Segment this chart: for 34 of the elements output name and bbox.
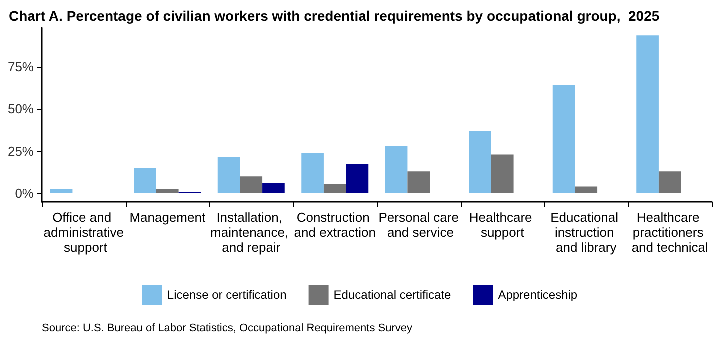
bar — [324, 184, 346, 194]
bar — [156, 189, 179, 194]
chart-title: Chart A. Percentage of civilian workers with credential requirements by occupational group, 2025 — [9, 8, 660, 24]
bar — [134, 168, 156, 194]
x-tick-label: Healthcare practitioners and technical — [632, 210, 709, 255]
bar — [658, 172, 682, 194]
bar — [408, 172, 430, 194]
legend-label: Apprenticeship — [498, 288, 578, 302]
bar — [240, 176, 263, 194]
bar — [262, 183, 285, 194]
bar — [636, 36, 659, 194]
bar — [575, 186, 598, 194]
bar — [50, 189, 73, 194]
bar — [491, 154, 514, 194]
x-tick-label: Installation, maintenance, and repair — [210, 210, 292, 255]
bar — [218, 157, 240, 194]
y-tick-label: 75% — [8, 59, 34, 74]
bar — [552, 85, 576, 194]
bar — [346, 164, 369, 194]
y-tick-label: 0% — [15, 186, 34, 202]
y-tick-label: 25% — [8, 144, 34, 159]
x-tick-label: Educational instruction and library — [550, 210, 622, 255]
x-tick-label: Personal care and service — [378, 210, 459, 240]
legend-label: License or certification — [167, 288, 287, 302]
bar — [302, 153, 324, 194]
x-tick-label: Management — [130, 210, 206, 225]
bar — [385, 146, 408, 194]
x-tick-label: Construction and extraction — [294, 210, 376, 240]
bar — [469, 131, 492, 194]
x-tick-label: Healthcare support — [469, 210, 536, 240]
y-tick-label: 50% — [8, 102, 34, 117]
legend-label: Educational certificate — [334, 288, 452, 302]
source-note: Source: U.S. Bureau of Labor Statistics, Occupational Requirements Survey — [42, 322, 414, 334]
x-tick-label: Office and administrative support — [44, 210, 124, 255]
